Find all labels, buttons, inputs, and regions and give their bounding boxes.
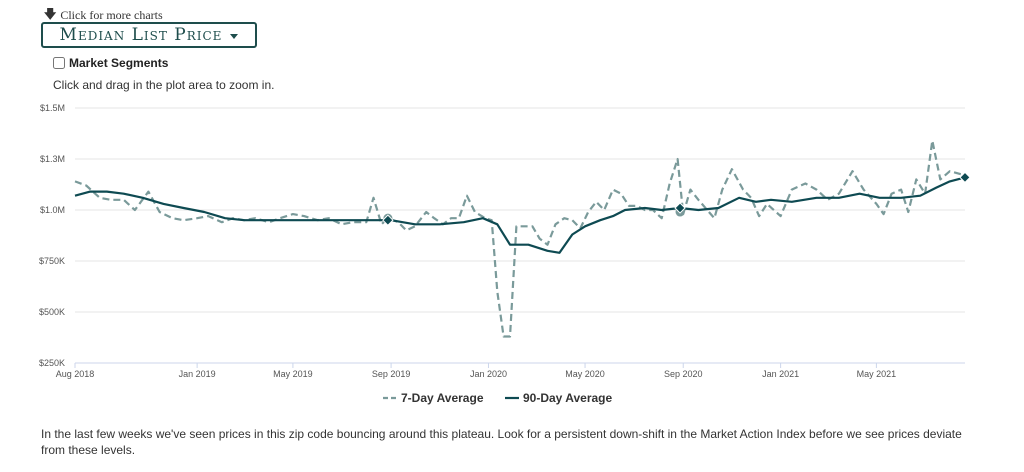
x-tick-label: May 2019	[273, 369, 313, 379]
x-tick-label: Sep 2020	[664, 369, 703, 379]
y-tick-label: $750K	[39, 256, 65, 266]
y-tick-label: $1.3M	[40, 154, 65, 164]
x-tick-label: Sep 2019	[372, 369, 411, 379]
dropdown-label: Median List Price	[59, 25, 223, 45]
x-tick-label: Jan 2020	[470, 369, 507, 379]
y-tick-label: $1.5M	[40, 103, 65, 113]
series-90-day-marker	[674, 202, 686, 214]
caret-down-icon	[230, 33, 239, 39]
market-segments-label: Market Segments	[69, 56, 169, 70]
y-tick-label: $500K	[39, 307, 65, 317]
series-90-day-marker	[959, 171, 971, 184]
arrow-down-icon: 🡇	[44, 7, 57, 21]
market-note: In the last few weeks we've seen prices …	[41, 427, 962, 457]
median-list-price-chart[interactable]: $250K $500K $750K $1.0M $1.3M $1.5M Aug 2018 Ja…	[0, 95, 1024, 415]
series-90-day-line	[74, 176, 966, 254]
x-tick-label: Aug 2018	[56, 369, 95, 379]
more-charts-label: Click for more charts	[60, 8, 163, 22]
x-tick-label: Jan 2021	[762, 369, 799, 379]
series-7-day-line	[74, 139, 966, 338]
x-tick-label: May 2020	[565, 369, 605, 379]
legend-7-day-label[interactable]: 7-Day Average	[401, 391, 484, 405]
y-tick-label: $250K	[39, 358, 65, 368]
market-segments-checkbox[interactable]	[53, 57, 65, 69]
more-charts-link[interactable]: 🡇 Click for more charts	[44, 5, 163, 26]
x-tick-label: Jan 2019	[179, 369, 216, 379]
legend-90-day-label[interactable]: 90-Day Average	[523, 391, 612, 405]
series-90-day-marker	[382, 214, 394, 226]
x-tick-label: May 2021	[857, 369, 897, 379]
y-tick-label: $1.0M	[40, 205, 65, 215]
market-segments-toggle[interactable]: Market Segments	[53, 56, 168, 70]
zoom-hint: Click and drag in the plot area to zoom …	[53, 78, 275, 92]
chart-type-dropdown[interactable]: Median List Price	[41, 22, 257, 48]
